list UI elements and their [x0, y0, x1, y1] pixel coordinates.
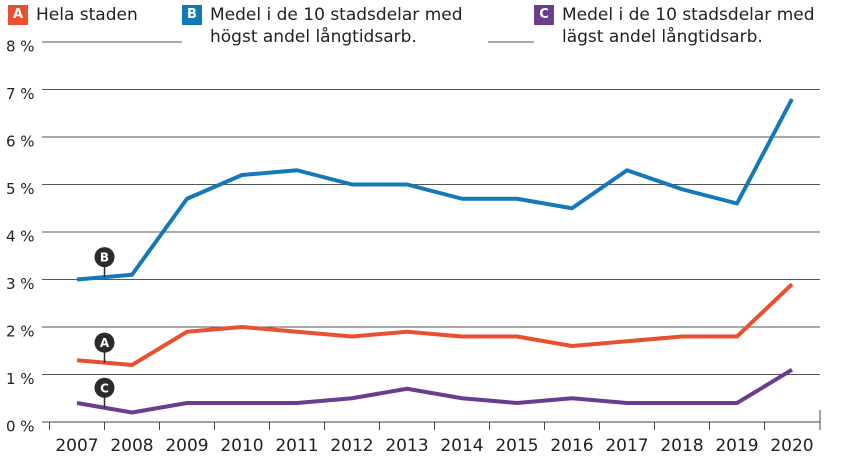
legend-badge: A	[8, 5, 28, 25]
line-badge-label: B	[100, 251, 109, 265]
y-tick-label: 1 %	[6, 370, 35, 388]
y-tick-label: 5 %	[6, 180, 35, 198]
line-badge-label: A	[100, 336, 110, 350]
x-tick-label: 2017	[605, 436, 648, 456]
x-tick-label: 2018	[660, 436, 703, 456]
x-tick-label: 2020	[770, 436, 813, 456]
x-tick-label: 2009	[165, 436, 208, 456]
y-tick-label: 0 %	[6, 418, 35, 436]
x-tick-label: 2007	[55, 436, 98, 456]
line-badge-label: C	[100, 381, 109, 395]
legend-item: B Medel i de 10 stadsdelar med högst ande…	[182, 4, 488, 48]
line-badge	[94, 247, 115, 268]
x-tick-label: 2019	[715, 436, 758, 456]
legend-badge: B	[182, 5, 202, 25]
y-tick-label: 4 %	[6, 228, 35, 246]
series-line	[76, 368, 794, 415]
x-tick-label: 2012	[330, 436, 373, 456]
legend-label: Medel i de 10 stadsdelar med lägst andel…	[562, 5, 815, 47]
x-tick-label: 2008	[110, 436, 153, 456]
y-tick-label: 6 %	[6, 133, 35, 151]
y-tick-label: 2 %	[6, 323, 35, 341]
series-line	[76, 98, 794, 282]
x-tick-label: 2014	[440, 436, 483, 456]
legend-badge: C	[534, 5, 554, 25]
legend-item: C Medel i de 10 stadsdelar med lägst ande…	[534, 4, 840, 48]
y-tick-label: 7 %	[6, 85, 35, 103]
legend-item: A Hela staden	[8, 4, 144, 26]
x-tick-label: 2011	[275, 436, 318, 456]
legend-label: Medel i de 10 stadsdelar med högst andel…	[210, 5, 463, 47]
series-line	[76, 282, 794, 367]
x-tick-label: 2010	[220, 436, 263, 456]
line-badge	[94, 377, 115, 398]
line-badge	[94, 332, 115, 353]
x-tick-label: 2013	[385, 436, 428, 456]
y-tick-label: 8 %	[6, 38, 35, 56]
x-tick-label: 2015	[495, 436, 538, 456]
legend-label: Hela staden	[36, 5, 138, 25]
x-tick-label: 2016	[550, 436, 593, 456]
y-tick-label: 3 %	[6, 275, 35, 293]
